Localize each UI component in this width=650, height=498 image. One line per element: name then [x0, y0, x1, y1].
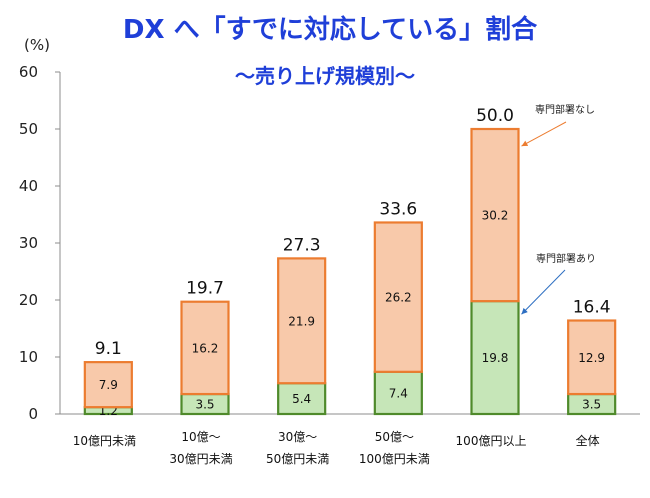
data-label: 26.2 [385, 291, 412, 305]
total-label: 9.1 [95, 339, 122, 359]
bar-segment [277, 382, 327, 416]
data-label: 12.9 [578, 351, 605, 365]
data-label: 30.2 [482, 209, 509, 223]
total-label: 19.7 [186, 279, 224, 299]
data-label: 21.9 [288, 314, 315, 328]
chart-subtitle: ～売り上げ規模別～ [235, 64, 415, 88]
chart-title: DX へ「すでに対応している」割合 [123, 14, 538, 45]
data-label: 5.4 [292, 392, 311, 406]
x-category-label: 50億～ [375, 430, 414, 444]
y-axis-unit: (%) [24, 36, 50, 54]
data-label: 16.2 [192, 341, 219, 355]
x-category-label: 10億～ [181, 430, 220, 444]
x-category-label: 100億円以上 [456, 434, 527, 448]
data-label: 3.5 [582, 398, 601, 412]
x-category-label: 100億円未満 [359, 452, 430, 466]
x-category-label: 10億円未満 [73, 434, 136, 448]
y-tick-label: 40 [19, 177, 38, 195]
total-label: 16.4 [573, 298, 611, 318]
x-category-label: 30億～ [278, 430, 317, 444]
y-tick-label: 10 [19, 348, 38, 366]
x-category-label: 30億円未満 [169, 452, 232, 466]
callout-arrow-has-department [521, 269, 566, 315]
x-category-label: 50億円未満 [266, 452, 329, 466]
y-tick-label: 0 [28, 405, 38, 423]
data-label: 19.8 [482, 351, 509, 365]
bar-segment [567, 319, 617, 396]
bar-segment [373, 221, 423, 373]
y-tick-label: 50 [19, 120, 38, 138]
data-label: 7.4 [389, 386, 408, 400]
data-label: 7.9 [99, 378, 118, 392]
callout-arrow-no-department [521, 121, 567, 147]
total-label: 50.0 [476, 106, 514, 126]
total-label: 33.6 [379, 199, 417, 219]
x-category-label: 全体 [576, 433, 600, 448]
callout-label-no-department: 専門部署なし [535, 103, 595, 116]
y-tick-label: 30 [19, 234, 38, 252]
callout-label-has-department: 専門部署あり [536, 252, 596, 265]
bar-segment [277, 257, 327, 385]
data-label: 3.5 [195, 398, 214, 412]
bar-segment [180, 300, 230, 396]
y-tick-label: 60 [19, 63, 38, 81]
bar-segment [83, 361, 133, 409]
y-tick-label: 20 [19, 291, 38, 309]
bar-segment [470, 127, 520, 303]
total-label: 27.3 [283, 235, 321, 255]
plot-area: 01020304050601.27.99.110億円未満3.516.219.71… [19, 63, 640, 466]
